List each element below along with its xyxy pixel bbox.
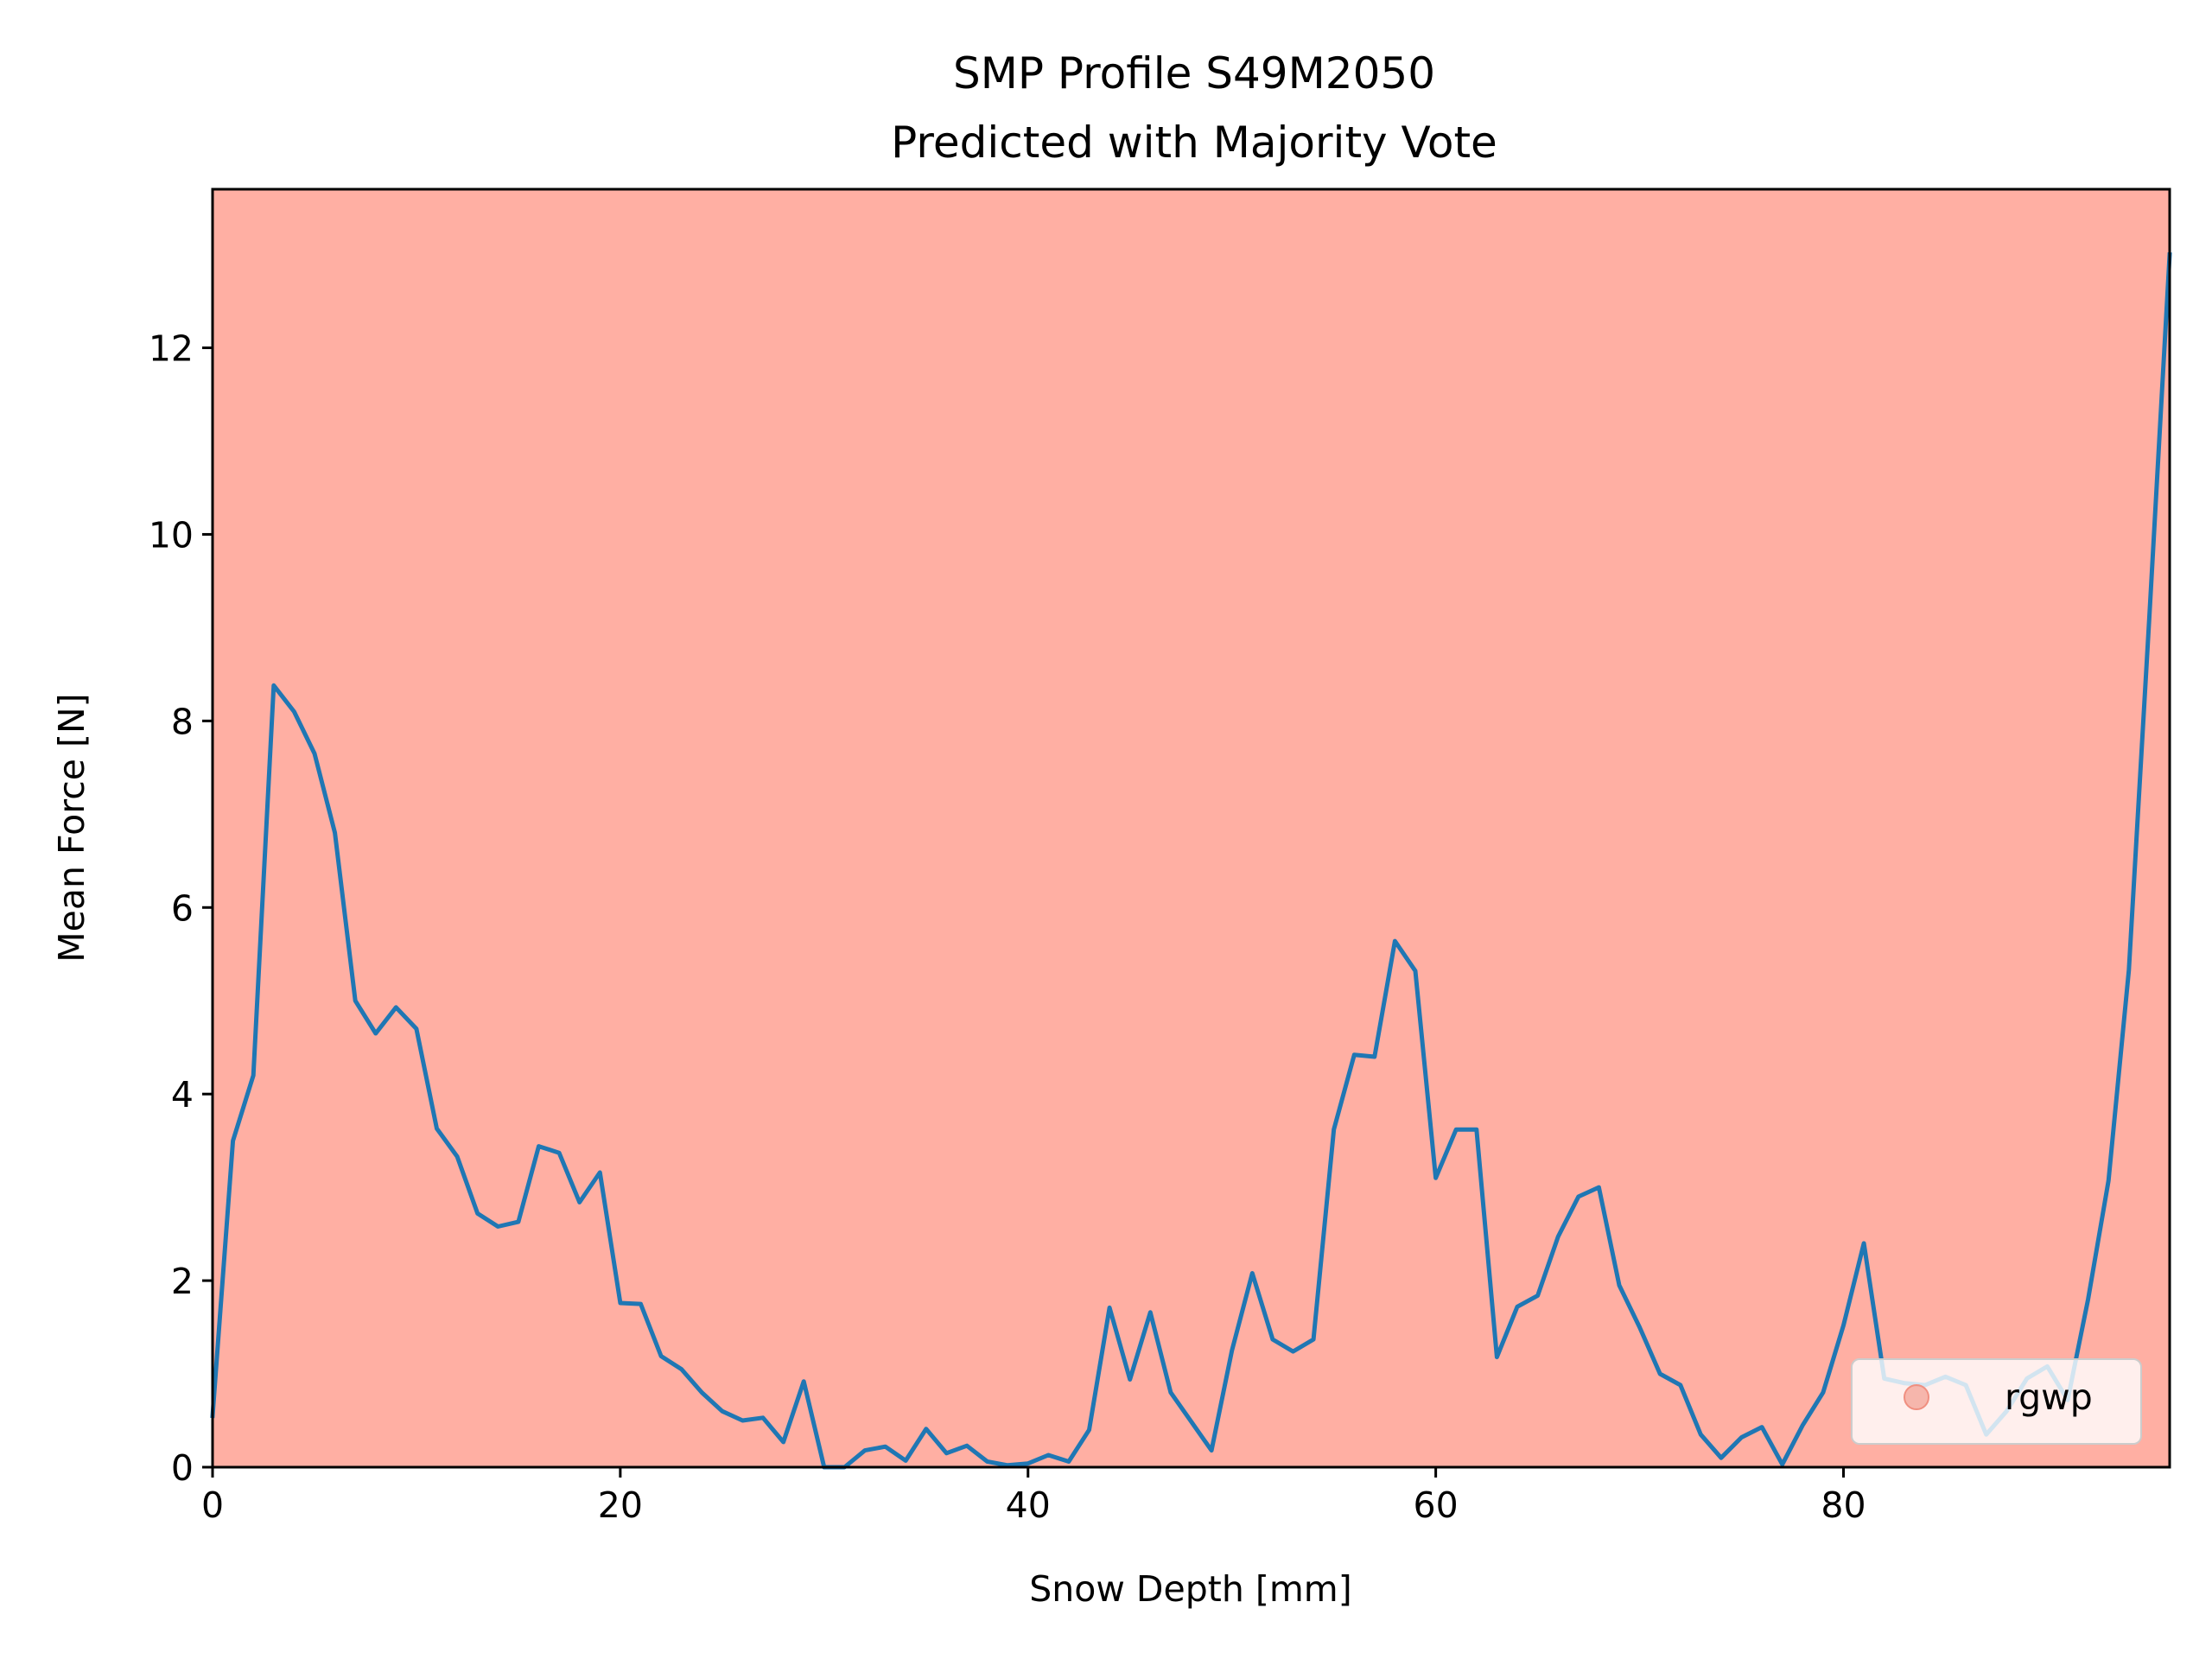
x-tick-label: 20: [598, 1484, 643, 1526]
y-tick-label: 6: [171, 887, 194, 929]
x-axis-label: Snow Depth [mm]: [1029, 1568, 1351, 1610]
chart-title: SMP Profile S49M2050: [953, 48, 1435, 99]
plot-frame: [211, 188, 2171, 1469]
y-tick-label: 10: [149, 514, 194, 556]
x-tick-label: 0: [201, 1484, 224, 1526]
legend-label-rgwp: rgwp: [2005, 1376, 2093, 1418]
x-tick-label: 40: [1006, 1484, 1051, 1526]
class-region-rgwp: [213, 189, 2170, 1467]
force-series-line: [210, 251, 2172, 1470]
chart-subtitle: Predicted with Majority Vote: [891, 118, 1497, 168]
legend-box: [1851, 1358, 2142, 1445]
y-tick-label: 12: [149, 328, 194, 370]
y-tick-label: 8: [171, 701, 194, 742]
y-tick-label: 0: [171, 1447, 194, 1489]
legend: rgwp: [1851, 1358, 2142, 1445]
y-tick-label: 2: [171, 1261, 194, 1302]
y-axis-ticks: 0 2 4 6 8 10 12: [149, 328, 213, 1489]
x-axis-ticks: 0 20 40 60 80: [201, 1467, 1866, 1526]
legend-marker-circle: [1904, 1384, 1929, 1410]
y-axis-label: Mean Force [N]: [51, 693, 92, 962]
y-tick-label: 4: [171, 1074, 194, 1116]
x-tick-label: 60: [1414, 1484, 1459, 1526]
x-tick-label: 80: [1821, 1484, 1866, 1526]
